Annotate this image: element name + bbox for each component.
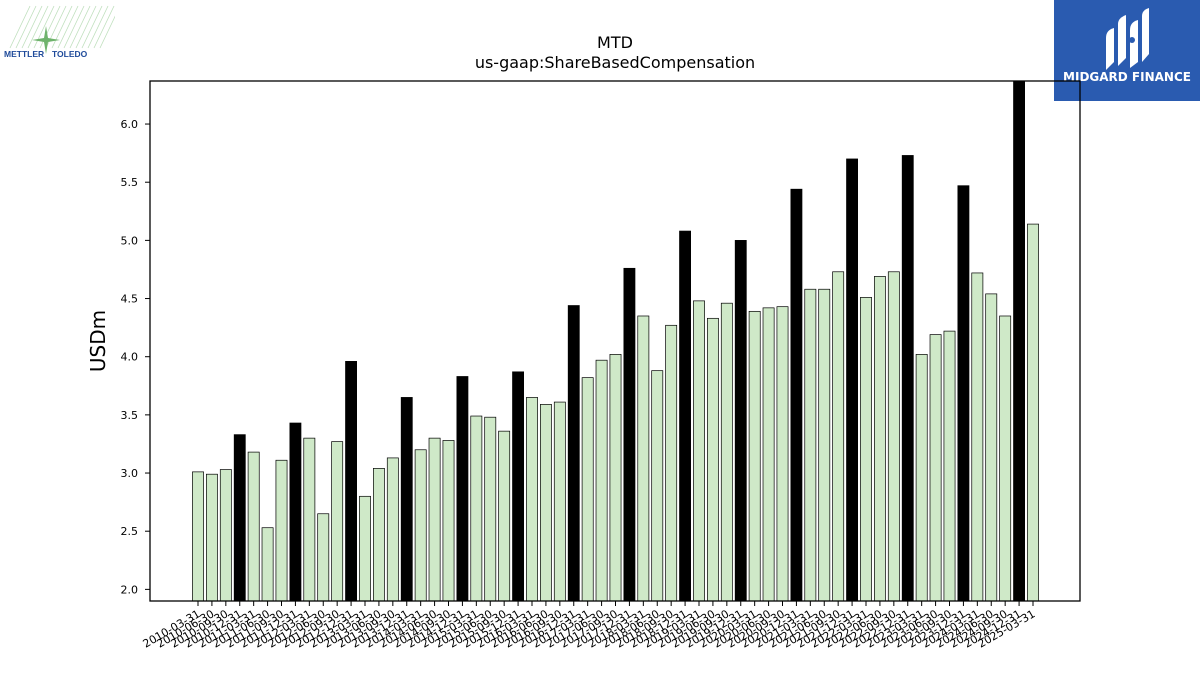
bar <box>414 449 427 602</box>
y-tick-label: 4.5 <box>121 293 139 306</box>
bar <box>832 271 845 602</box>
bar <box>470 415 483 602</box>
bar-q4 <box>1013 80 1025 602</box>
y-tick-label: 6.0 <box>121 118 139 131</box>
y-tick-label: 2.5 <box>121 525 139 538</box>
bar-q4 <box>567 305 580 602</box>
bar <box>581 377 594 602</box>
x-axis: 2010-03-312010-06-302010-09-302010-12-31… <box>141 601 1038 651</box>
y-tick-label: 5.5 <box>121 176 139 189</box>
bar-q4 <box>345 361 357 602</box>
bar <box>915 354 928 602</box>
bar <box>637 315 650 602</box>
y-tick-label: 2.0 <box>121 583 139 596</box>
bar-q4 <box>233 434 246 602</box>
bar-q4 <box>456 376 469 602</box>
bar <box>303 437 316 602</box>
y-tick-label: 3.0 <box>121 467 139 480</box>
bar <box>331 441 344 602</box>
bar <box>860 297 872 602</box>
bar-q4 <box>790 188 803 602</box>
y-tick-label: 5.0 <box>121 234 139 247</box>
bar <box>818 288 831 602</box>
bar <box>609 354 622 602</box>
bar <box>776 306 789 602</box>
bars <box>192 80 1039 602</box>
bar <box>442 440 455 602</box>
y-axis: 2.0 2.5 3.0 3.5 4.0 4.5 5.0 5.5 6.0 <box>121 118 150 596</box>
bar-q4 <box>734 240 747 602</box>
bar <box>192 471 204 602</box>
bar <box>261 527 274 602</box>
bar-q4 <box>623 267 636 602</box>
bar <box>428 437 441 602</box>
y-axis-label: USDm <box>86 310 110 372</box>
bar <box>498 430 511 602</box>
bar-q4 <box>289 422 302 602</box>
bar <box>762 307 775 602</box>
bar <box>651 370 664 602</box>
bar <box>665 324 678 602</box>
bar <box>985 293 998 602</box>
bar <box>971 272 984 602</box>
bar <box>748 310 761 602</box>
midgard-finance-logo: MIDGARD FINANCE <box>1054 0 1200 101</box>
bar <box>887 271 900 602</box>
bar <box>553 401 566 602</box>
bar <box>359 495 371 602</box>
bar <box>595 359 608 602</box>
bar-q4 <box>400 397 413 602</box>
mettler-toledo-logo: METTLER TOLEDO <box>0 0 121 70</box>
bar <box>999 315 1012 602</box>
mettler-logo-word-1: METTLER <box>4 49 44 59</box>
plot-frame <box>149 80 1081 602</box>
y-tick-label: 3.5 <box>121 409 139 422</box>
bar <box>386 457 399 602</box>
bar <box>1027 223 1039 602</box>
bar-q4 <box>957 185 970 602</box>
bar-q4 <box>846 158 858 602</box>
chart-subtitle: us-gaap:ShareBasedCompensation <box>475 53 755 72</box>
bar-q4 <box>901 155 914 602</box>
bar <box>929 334 942 602</box>
bar <box>706 317 719 602</box>
y-tick-label: 4.0 <box>121 351 139 364</box>
bar <box>484 416 497 602</box>
mettler-toledo-logo-graphic: METTLER TOLEDO <box>4 5 121 59</box>
bar <box>373 468 385 602</box>
bar <box>317 513 330 602</box>
bar <box>526 397 538 602</box>
bar-q4 <box>679 230 691 602</box>
bar <box>873 276 886 602</box>
chart-title: MTD <box>597 33 633 52</box>
bar <box>539 404 552 602</box>
midgard-finance-logo-graphic: MIDGARD FINANCE <box>1063 8 1191 84</box>
bar-q4 <box>512 371 524 602</box>
bar <box>693 300 705 602</box>
bar <box>943 330 956 602</box>
mettler-logo-word-2: TOLEDO <box>52 49 88 59</box>
midgard-logo-text: MIDGARD FINANCE <box>1063 70 1191 84</box>
bar <box>247 451 260 602</box>
bar <box>804 288 817 602</box>
bar <box>720 302 733 602</box>
bar <box>275 459 288 602</box>
bar <box>219 469 232 602</box>
bar <box>206 473 218 602</box>
